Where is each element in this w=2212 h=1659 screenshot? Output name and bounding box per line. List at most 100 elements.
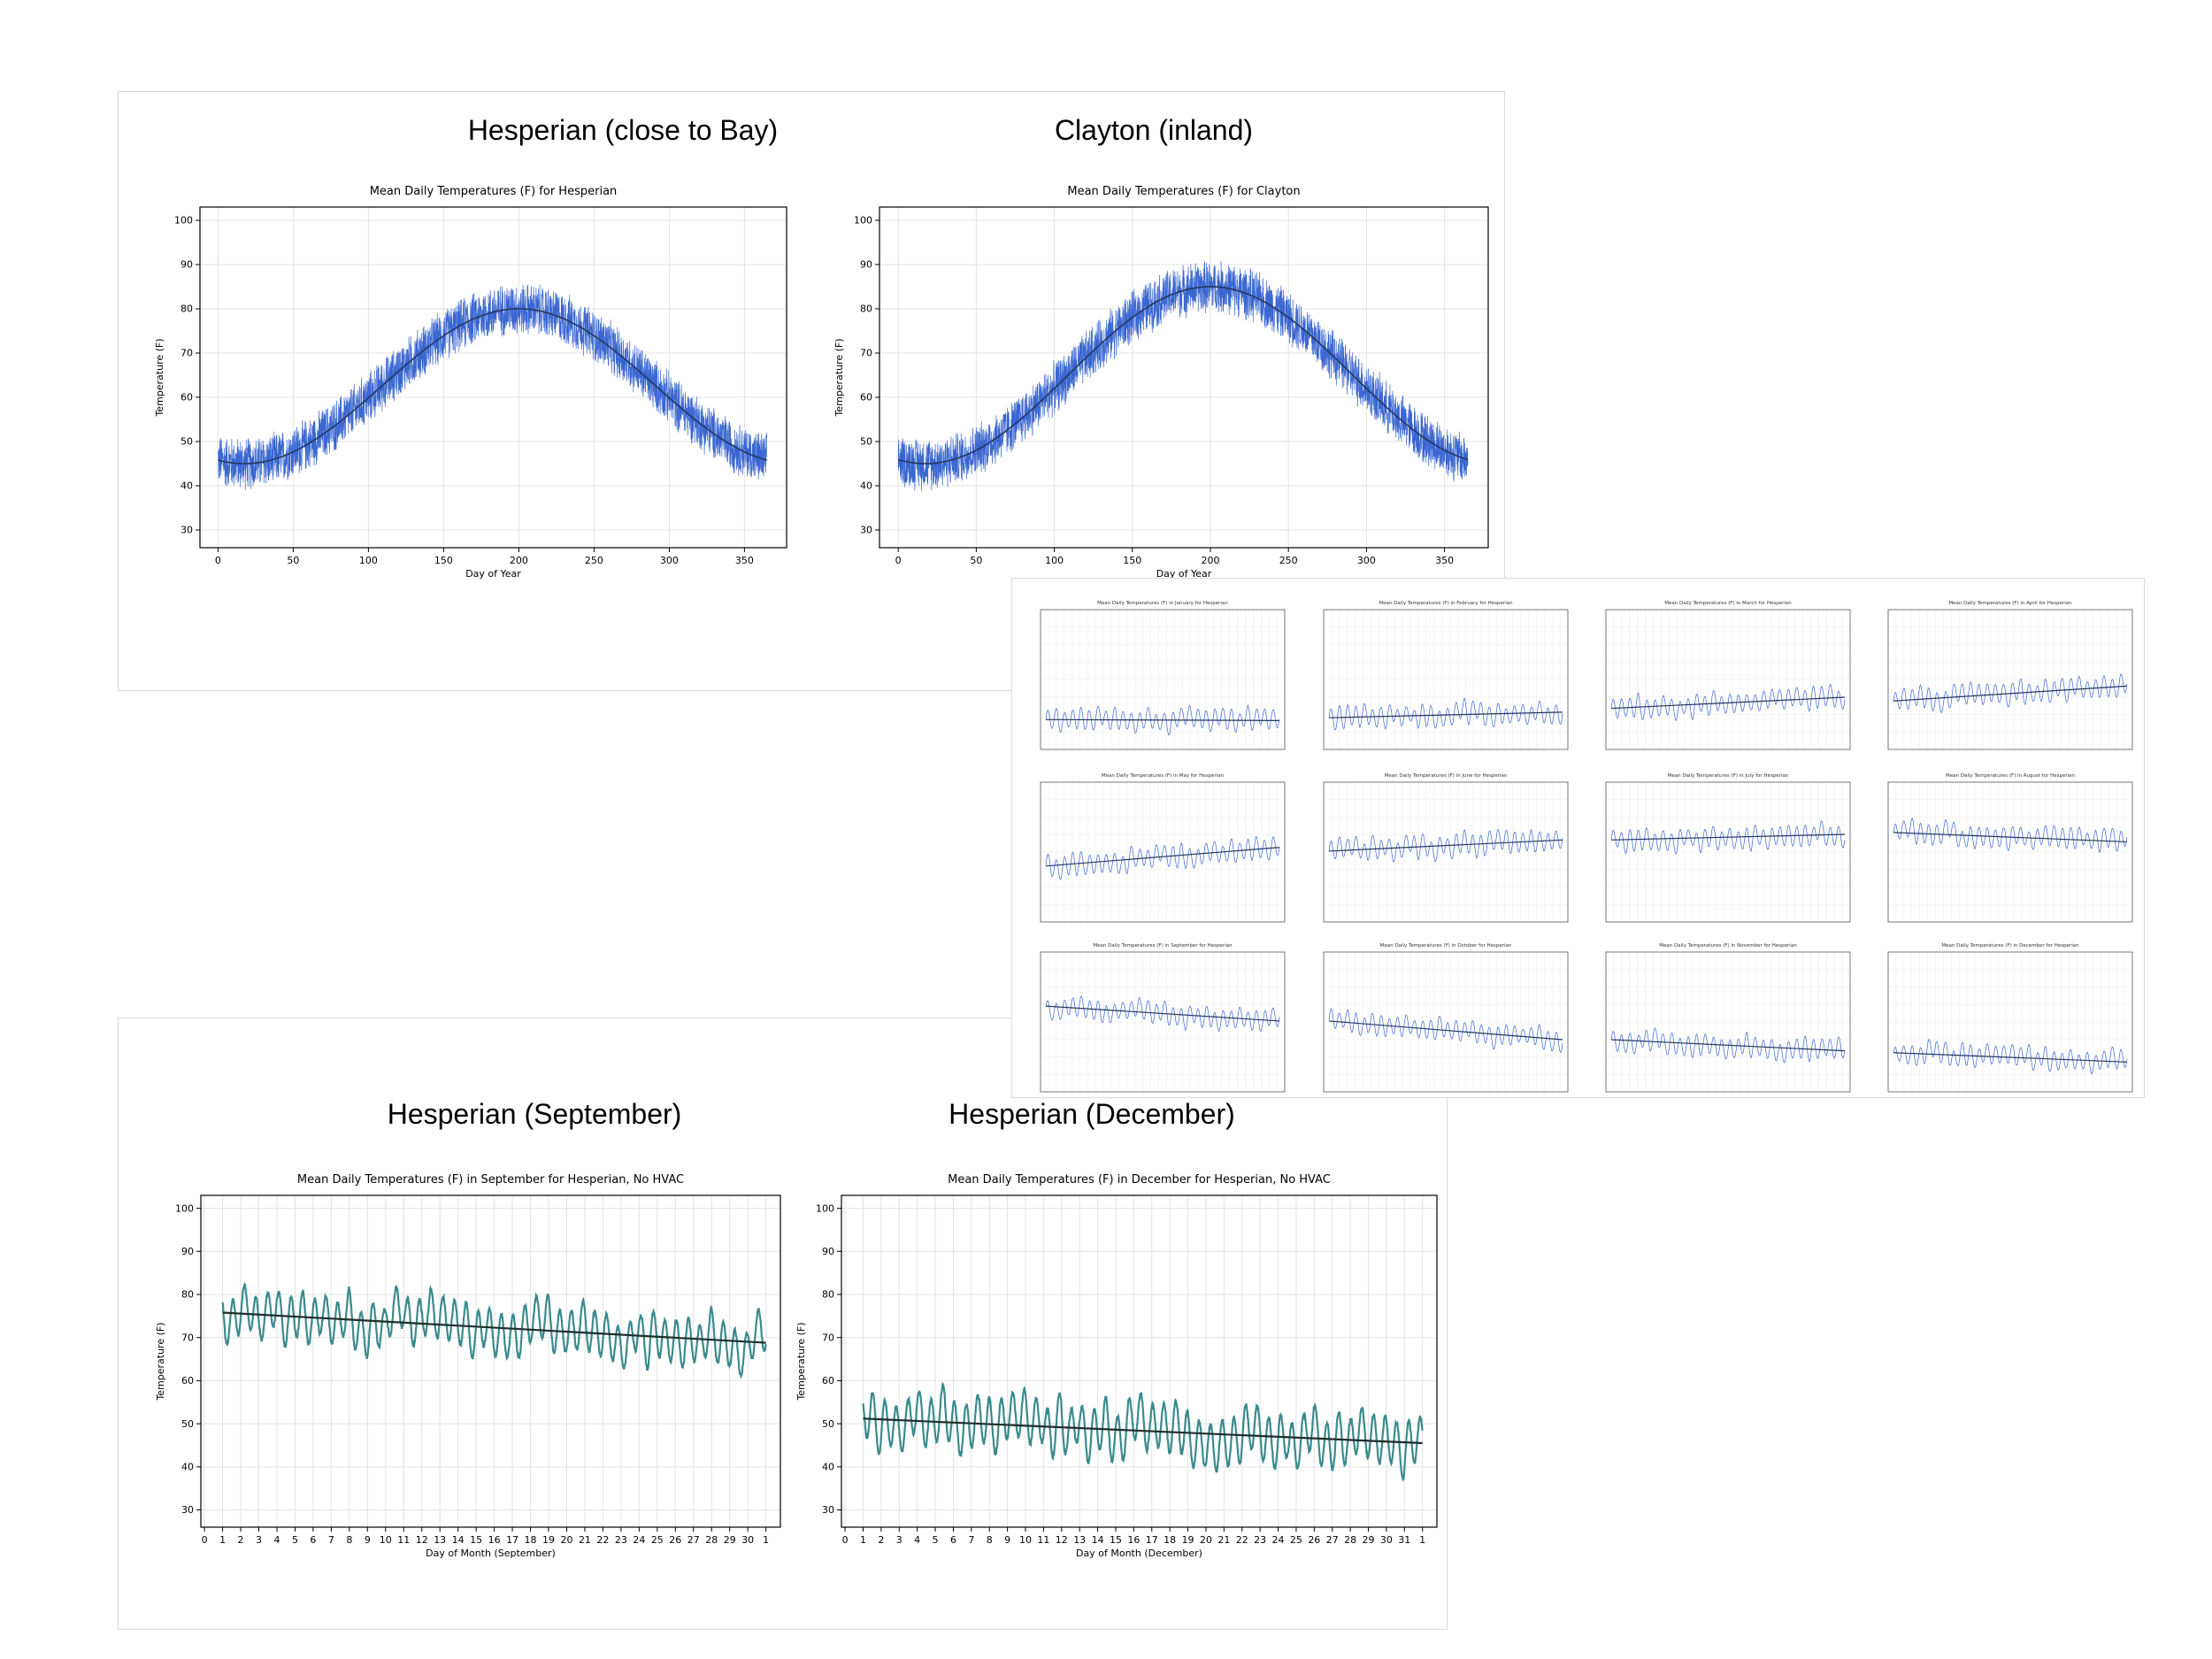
month-plot-frame [1323, 781, 1569, 923]
x-tick-label: 13 [434, 1534, 446, 1546]
x-tick-label: 1 [1419, 1534, 1425, 1546]
month-subplot: Mean Daily Temperatures (F) in August fo… [1887, 773, 2133, 923]
x-tick-label: 0 [215, 555, 221, 566]
month-fit-line [1328, 1020, 1563, 1041]
x-tick-label: 15 [470, 1534, 482, 1546]
month-temperature-line [1045, 704, 1280, 736]
x-tick-label: 31 [1398, 1534, 1410, 1546]
month-temperature-line [1610, 1027, 1846, 1064]
y-tick-label: 90 [181, 1246, 194, 1257]
clayton-annual-chart: Mean Daily Temperatures (F) for Clayton 0… [833, 185, 1489, 580]
x-tick-label: 30 [741, 1534, 754, 1546]
month-fit-line [1610, 833, 1846, 841]
x-tick-label: 16 [1127, 1534, 1140, 1546]
x-tick-label: 150 [1123, 555, 1141, 566]
y-tick-label: 90 [822, 1246, 834, 1257]
x-tick-label: 20 [560, 1534, 572, 1546]
plot-frame [841, 1194, 1438, 1528]
month-subplot: Mean Daily Temperatures (F) in July for … [1605, 773, 1851, 923]
x-tick-label: 350 [735, 555, 754, 566]
y-tick-label: 100 [816, 1202, 834, 1214]
x-tick-label: 30 [1380, 1534, 1393, 1546]
x-tick-label: 21 [579, 1534, 591, 1546]
plot-series [218, 284, 768, 490]
x-tick-label: 11 [397, 1534, 410, 1546]
y-tick-label: 90 [180, 259, 193, 271]
x-tick-label: 20 [1200, 1534, 1212, 1546]
month-subplot-title: Mean Daily Temperatures (F) in August fo… [1946, 773, 2076, 779]
y-tick-label: 30 [180, 525, 193, 536]
x-tick-label: 29 [724, 1534, 736, 1546]
linear-fit-line [863, 1417, 1423, 1445]
month-subplot-title: Mean Daily Temperatures (F) in December … [1941, 943, 2079, 949]
y-tick-label: 100 [175, 1202, 194, 1214]
x-tick-label: 9 [1004, 1534, 1010, 1546]
x-axis-label: Day of Year [1156, 568, 1212, 580]
month-temperature-line [1328, 828, 1563, 863]
month-plot-frame [1040, 951, 1286, 1093]
x-tick-label: 28 [705, 1534, 718, 1546]
y-tick-label: 70 [181, 1332, 194, 1343]
y-tick-label: 40 [860, 480, 872, 492]
y-tick-label: 80 [822, 1289, 834, 1301]
month-subplot-title: Mean Daily Temperatures (F) in April for… [1948, 601, 2072, 606]
x-tick-label: 15 [1110, 1534, 1122, 1546]
y-tick-label: 60 [860, 392, 872, 403]
x-tick-label: 18 [525, 1534, 537, 1546]
plot-frame [879, 206, 1489, 549]
x-tick-label: 4 [273, 1534, 280, 1546]
chart-title: Mean Daily Temperatures (F) for Hesperia… [370, 185, 618, 198]
x-tick-label: 25 [651, 1534, 664, 1546]
x-tick-label: 17 [506, 1534, 518, 1546]
month-plot-frame [1323, 609, 1569, 750]
x-tick-label: 150 [434, 555, 453, 566]
plot-series [221, 1281, 767, 1379]
y-axis-label: Temperature (F) [833, 338, 845, 417]
plot-series [862, 1381, 1424, 1483]
x-tick-label: 29 [1363, 1534, 1375, 1546]
month-plot-frame [1605, 951, 1851, 1093]
x-tick-label: 22 [596, 1534, 609, 1546]
x-tick-label: 17 [1146, 1534, 1158, 1546]
x-tick-label: 19 [1182, 1534, 1194, 1546]
y-tick-label: 100 [854, 215, 872, 227]
y-tick-label: 60 [181, 1375, 194, 1386]
x-tick-label: 2 [238, 1534, 244, 1546]
hesperian-annual-chart: Mean Daily Temperatures (F) for Hesperia… [154, 185, 787, 580]
y-tick-label: 70 [860, 348, 872, 359]
month-fit-line [1328, 711, 1563, 718]
temperature-series-line [221, 1281, 767, 1379]
x-tick-label: 16 [488, 1534, 501, 1546]
x-tick-label: 350 [1435, 555, 1454, 566]
x-tick-label: 200 [510, 555, 528, 566]
y-axis-label: Temperature (F) [154, 338, 165, 417]
x-tick-label: 28 [1344, 1534, 1356, 1546]
x-tick-label: 12 [1056, 1534, 1068, 1546]
monthly-grid-chart: Mean Daily Temperatures (F) in January f… [1040, 601, 2133, 1093]
x-tick-label: 0 [842, 1534, 849, 1546]
x-tick-label: 24 [1272, 1534, 1285, 1546]
annual-panel: Hesperian (close to Bay) Clayton (inland… [118, 91, 1505, 691]
x-axis-label: Day of Month (December) [1076, 1548, 1202, 1559]
month-subplot: Mean Daily Temperatures (F) in December … [1887, 943, 2133, 1093]
x-tick-label: 9 [365, 1534, 371, 1546]
x-tick-label: 7 [328, 1534, 334, 1546]
month-temperature-line [1045, 835, 1280, 880]
month-temperature-line [1893, 1039, 2128, 1075]
month-subplot: Mean Daily Temperatures (F) in September… [1040, 943, 1286, 1093]
clayton-annual-heading: Clayton (inland) [1054, 114, 1254, 146]
y-tick-label: 50 [181, 1418, 194, 1430]
hesperian-december-chart: Mean Daily Temperatures (F) in December … [795, 1173, 1438, 1559]
chart-title: Mean Daily Temperatures (F) in September… [297, 1173, 684, 1187]
month-temperature-line [1328, 697, 1563, 731]
x-tick-label: 1 [763, 1534, 769, 1546]
month-fit-line [1893, 1052, 2128, 1063]
month-subplot-title: Mean Daily Temperatures (F) in September… [1093, 943, 1233, 949]
x-tick-label: 1 [219, 1534, 226, 1546]
hesperian-december-heading: Hesperian (December) [949, 1098, 1235, 1130]
x-tick-label: 200 [1201, 555, 1219, 566]
x-tick-label: 12 [416, 1534, 428, 1546]
x-tick-label: 19 [542, 1534, 555, 1546]
y-tick-label: 40 [181, 1461, 194, 1472]
month-fit-line [1893, 685, 2128, 702]
